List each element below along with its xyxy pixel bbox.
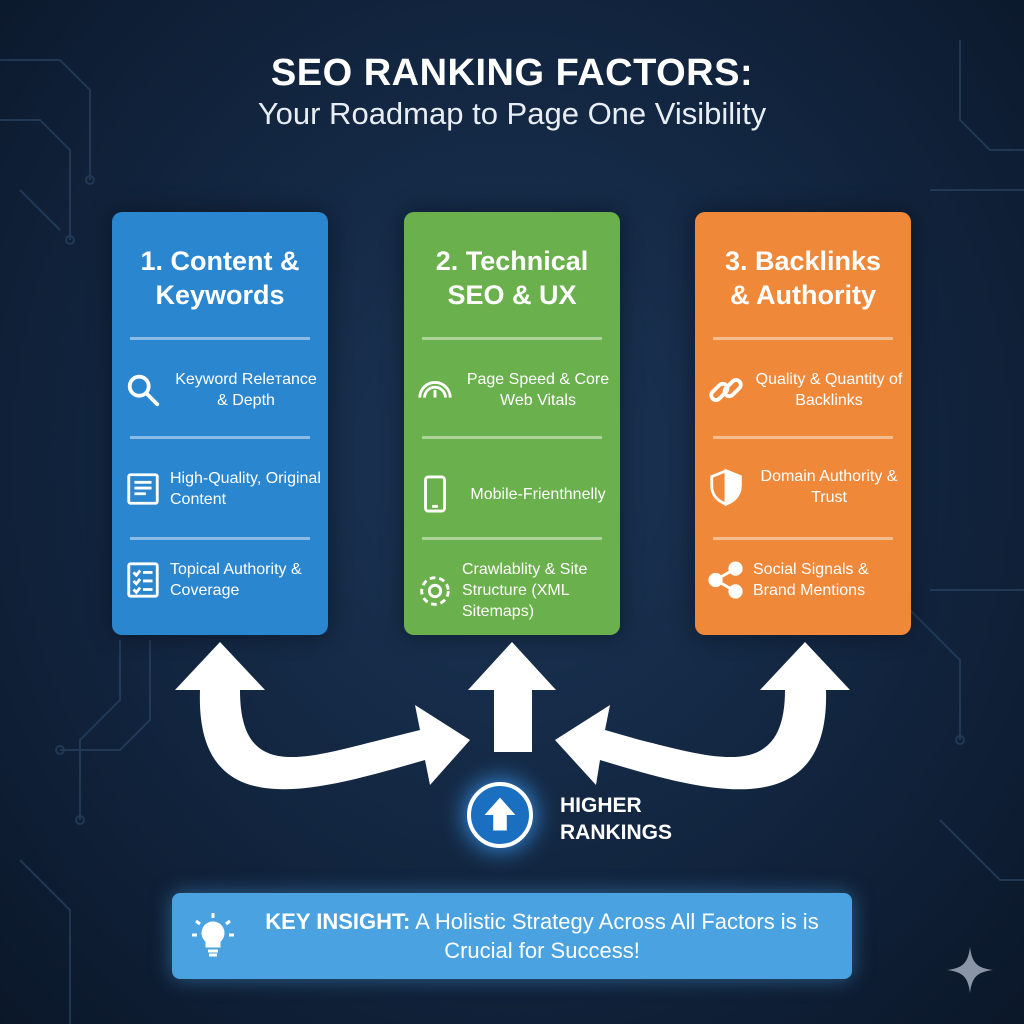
divider	[130, 436, 310, 439]
higher-rankings-badge	[467, 782, 533, 848]
document-icon	[127, 473, 159, 505]
divider	[422, 337, 602, 340]
divider	[130, 337, 310, 340]
shield-icon	[710, 468, 742, 506]
list-item: Mobile-Frienthnelly	[416, 475, 614, 513]
divider	[130, 537, 310, 540]
list-item: High-Quality, Original Content	[124, 468, 322, 510]
share-icon	[708, 561, 743, 599]
list-item: Domain Authority & Trust	[707, 466, 905, 508]
card-title: 3. Backlinks & Authority	[724, 246, 882, 310]
divider	[713, 436, 893, 439]
link-icon	[709, 378, 743, 402]
divider	[422, 436, 602, 439]
card-technical-seo: 2. Technical SEO & UX Page Speed & Core …	[404, 212, 620, 635]
mobile-phone-icon	[424, 475, 446, 513]
speedometer-icon	[418, 381, 452, 398]
list-item: Social Signals & Brand Mentions	[707, 559, 905, 601]
list-item: Topical Authority & Coverage	[124, 559, 322, 601]
lightbulb-icon	[192, 913, 234, 957]
list-item: Crawlablity & Site Structure (XML Sitema…	[416, 559, 614, 622]
card-backlinks-authority: 3. Backlinks & Authority Quality & Quant…	[695, 212, 911, 635]
card-title: 1. Content & Keywords	[140, 246, 300, 310]
key-insight-banner: KEY INSIGHT: A Holistic Strategy Across …	[172, 893, 852, 979]
divider	[713, 537, 893, 540]
divider	[713, 337, 893, 340]
arrow-to-content	[175, 642, 470, 790]
arrow-center-up	[468, 642, 556, 752]
card-content-keywords: 1. Content & Keywords Keyword Releтance …	[112, 212, 328, 635]
magnifier-icon	[127, 374, 160, 407]
page-subtitle: Your Roadmap to Page One Visibility	[257, 96, 767, 131]
list-item: Page Speed & Core Web Vitals	[416, 369, 614, 411]
arrow-to-backlinks	[555, 642, 850, 790]
page-title: SEO RANKING FACTORS:	[270, 52, 754, 94]
list-item: Quality & Quantity of Backlinks	[707, 369, 905, 411]
sparkle-icon	[947, 947, 993, 993]
divider	[422, 537, 602, 540]
arrow-up-icon	[484, 797, 516, 831]
checklist-icon	[127, 562, 159, 598]
card-title: 2. Technical SEO & UX	[435, 246, 589, 310]
list-item: Keyword Releтance & Depth	[124, 369, 322, 411]
higher-rankings-label: HIGHER RANKINGS	[560, 794, 673, 844]
key-insight-text: KEY INSIGHT: A Holistic Strategy Across …	[265, 909, 819, 963]
gear-icon	[420, 575, 450, 606]
